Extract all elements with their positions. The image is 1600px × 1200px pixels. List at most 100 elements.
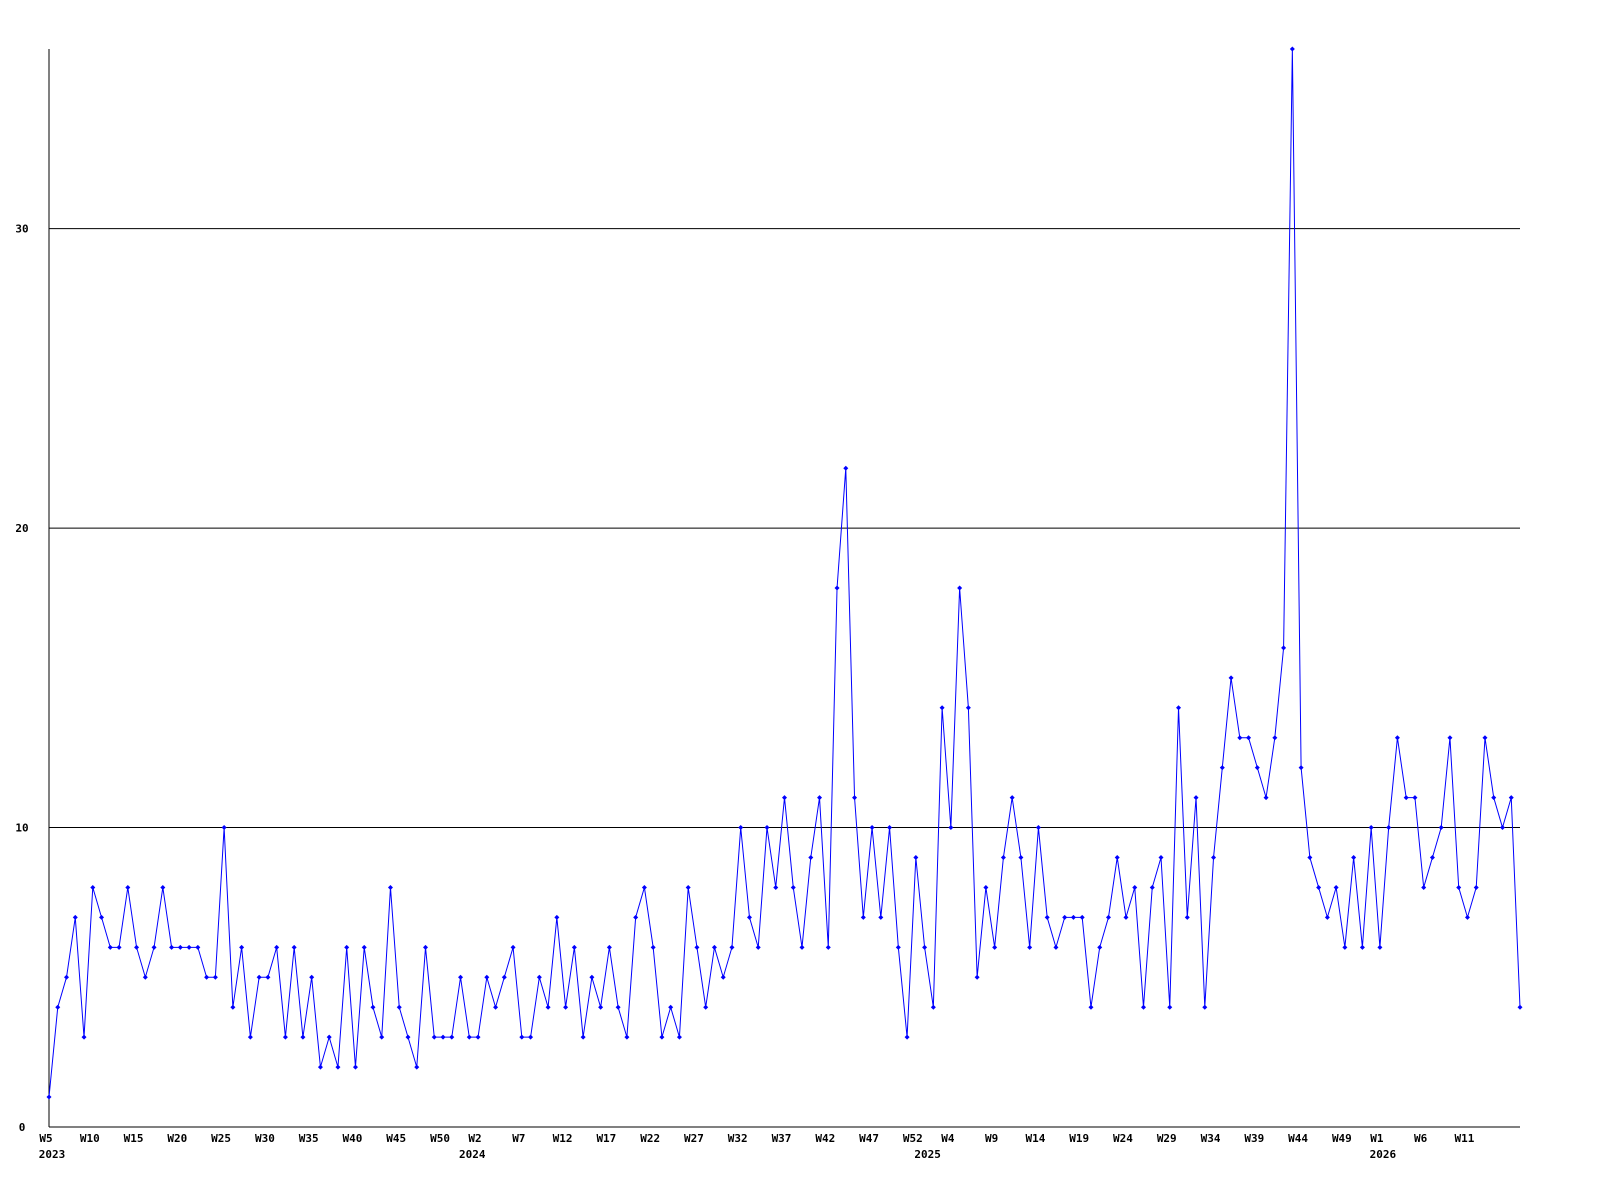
data-point bbox=[449, 1034, 455, 1040]
data-point bbox=[782, 795, 787, 801]
data-point bbox=[204, 974, 210, 980]
data-point bbox=[1176, 705, 1182, 711]
data-point bbox=[493, 1004, 499, 1010]
data-point bbox=[1447, 735, 1453, 741]
data-point bbox=[107, 944, 113, 950]
data-point bbox=[160, 884, 166, 890]
data-point bbox=[475, 1034, 481, 1040]
data-point bbox=[606, 944, 612, 950]
data-point bbox=[1289, 46, 1295, 52]
x-tick-label: W24 bbox=[1113, 1132, 1133, 1145]
data-point bbox=[536, 974, 542, 980]
data-point bbox=[685, 884, 691, 890]
data-point bbox=[738, 825, 744, 831]
data-point bbox=[843, 465, 849, 471]
data-point bbox=[230, 1004, 236, 1010]
data-point bbox=[650, 944, 656, 950]
x-tick-label: W45 bbox=[386, 1132, 406, 1145]
data-point bbox=[195, 944, 201, 950]
data-point bbox=[151, 944, 157, 950]
data-point bbox=[64, 974, 70, 980]
x-tick-label: W17 bbox=[596, 1132, 616, 1145]
data-point bbox=[458, 974, 464, 980]
x-tick-label: W39 bbox=[1244, 1132, 1264, 1145]
data-point bbox=[1000, 855, 1006, 860]
data-point bbox=[1464, 914, 1470, 920]
x-tick-label: W37 bbox=[772, 1132, 792, 1145]
data-point bbox=[247, 1034, 253, 1040]
data-point bbox=[265, 974, 271, 980]
data-point bbox=[711, 944, 717, 950]
year-label: 2026 bbox=[1370, 1148, 1397, 1161]
data-point bbox=[239, 944, 245, 950]
x-tick-label: W11 bbox=[1455, 1132, 1475, 1145]
data-point bbox=[1394, 735, 1400, 741]
data-point bbox=[1482, 735, 1488, 741]
x-tick-label: W52 bbox=[903, 1132, 923, 1145]
data-point bbox=[1027, 944, 1033, 950]
data-point bbox=[983, 884, 989, 890]
data-point bbox=[291, 944, 297, 950]
x-tick-label: W35 bbox=[299, 1132, 319, 1145]
data-point bbox=[1272, 735, 1278, 741]
data-point bbox=[1298, 765, 1304, 771]
data-point bbox=[1202, 1004, 1208, 1010]
data-point bbox=[1412, 795, 1418, 801]
data-point bbox=[852, 795, 858, 801]
x-tick-label: W9 bbox=[985, 1132, 998, 1145]
x-tick-label: W20 bbox=[167, 1132, 187, 1145]
x-tick-label: W5 bbox=[39, 1132, 52, 1145]
x-tick-label: W49 bbox=[1332, 1132, 1352, 1145]
x-tick-label: W44 bbox=[1288, 1132, 1308, 1145]
data-point bbox=[1438, 825, 1444, 831]
x-tick-label: W29 bbox=[1157, 1132, 1177, 1145]
data-point bbox=[300, 1034, 306, 1040]
data-point bbox=[361, 944, 367, 950]
x-tick-label: W34 bbox=[1201, 1132, 1221, 1145]
x-tick-label: W40 bbox=[343, 1132, 363, 1145]
data-point bbox=[948, 825, 954, 831]
data-point bbox=[81, 1034, 87, 1040]
x-tick-label: W2 bbox=[468, 1132, 481, 1145]
data-point bbox=[860, 914, 866, 920]
data-point bbox=[1263, 795, 1269, 801]
data-point bbox=[992, 944, 998, 950]
data-point bbox=[405, 1034, 411, 1040]
data-point bbox=[746, 914, 752, 920]
x-tick-label: W4 bbox=[941, 1132, 955, 1145]
data-point bbox=[1237, 735, 1243, 741]
data-point bbox=[1035, 825, 1041, 831]
data-point bbox=[773, 884, 779, 890]
data-point bbox=[221, 825, 227, 831]
data-point bbox=[177, 944, 183, 950]
data-point bbox=[1228, 675, 1234, 681]
data-point bbox=[1114, 855, 1120, 860]
data-point bbox=[1473, 884, 1479, 890]
data-point bbox=[1324, 914, 1330, 920]
data-point bbox=[1421, 884, 1427, 890]
x-tick-label: W19 bbox=[1069, 1132, 1089, 1145]
data-point bbox=[501, 974, 507, 980]
data-point bbox=[1456, 884, 1462, 890]
x-tick-label: W10 bbox=[80, 1132, 100, 1145]
data-line bbox=[48, 48, 1521, 1098]
data-point bbox=[256, 974, 262, 980]
data-point bbox=[965, 705, 971, 711]
data-point bbox=[55, 1004, 61, 1010]
data-point bbox=[274, 944, 280, 950]
data-point bbox=[370, 1004, 376, 1010]
data-point bbox=[1184, 914, 1190, 920]
data-point bbox=[1070, 914, 1076, 920]
data-point bbox=[694, 944, 700, 950]
data-point bbox=[1429, 855, 1435, 860]
data-point bbox=[1167, 1004, 1173, 1010]
data-point bbox=[755, 944, 761, 950]
data-point bbox=[1149, 884, 1155, 890]
data-point bbox=[1018, 855, 1024, 860]
data-point bbox=[1351, 855, 1357, 860]
data-point bbox=[466, 1034, 472, 1040]
data-point bbox=[1491, 795, 1497, 801]
y-tick-label: 10 bbox=[15, 822, 28, 835]
data-point bbox=[125, 884, 131, 890]
data-point bbox=[1359, 944, 1365, 950]
